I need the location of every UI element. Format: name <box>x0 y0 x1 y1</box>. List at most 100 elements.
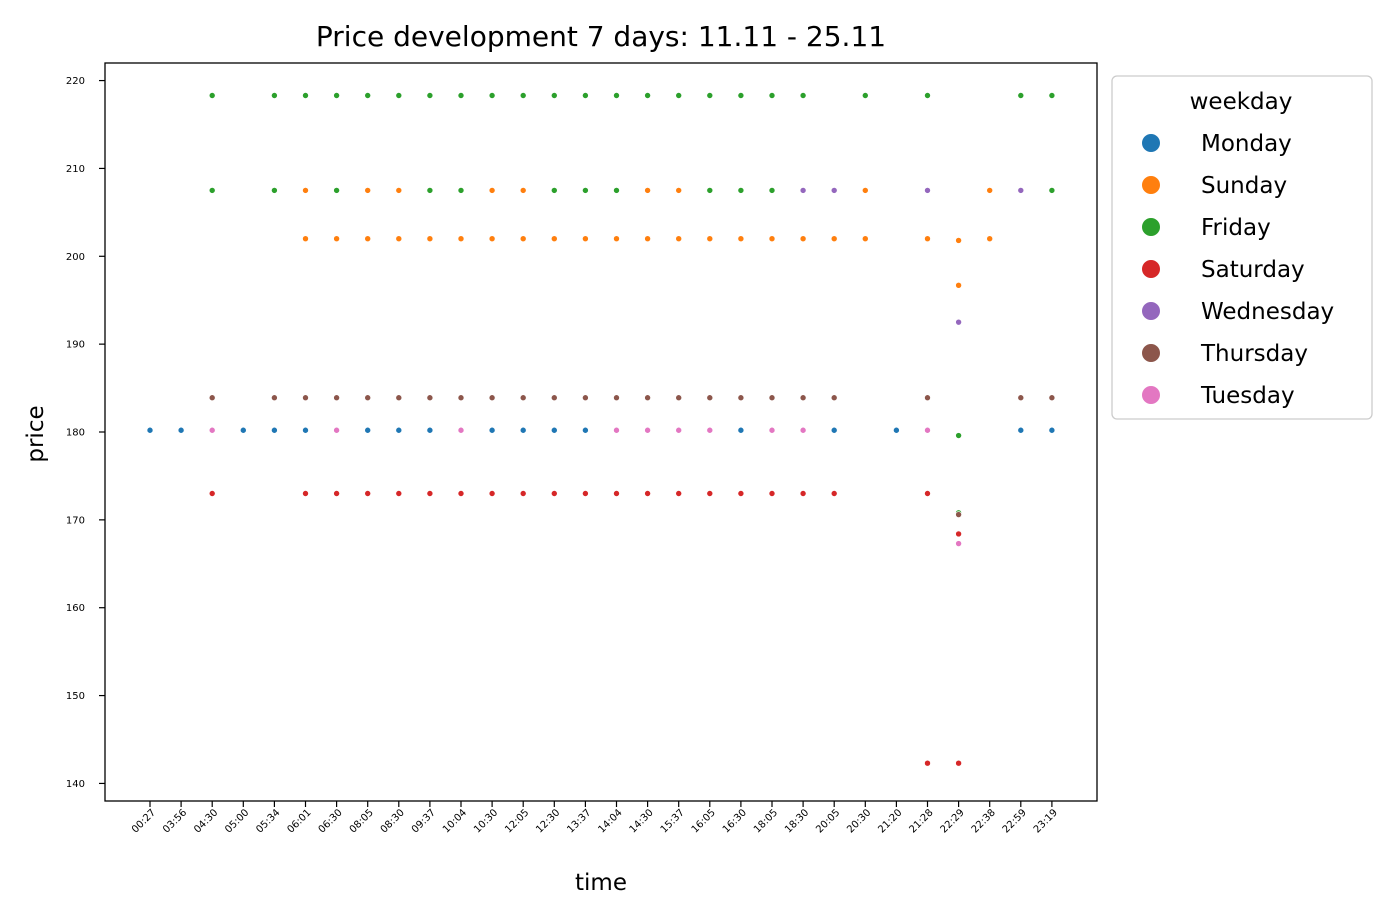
data-point-saturday <box>644 490 651 497</box>
data-point-tuesday <box>706 426 714 434</box>
data-point-friday <box>924 92 931 99</box>
data-point-friday <box>613 187 620 194</box>
y-tick-label: 220 <box>66 76 85 87</box>
data-point-sunday <box>986 187 994 194</box>
data-point-thursday <box>1048 394 1056 402</box>
data-point-sunday <box>457 235 465 243</box>
legend-marker-monday <box>1141 133 1161 153</box>
data-point-friday <box>1048 187 1056 194</box>
data-point-thursday <box>706 394 714 402</box>
data-point-thursday <box>395 394 403 402</box>
data-point-sunday <box>861 187 869 194</box>
legend-label-thursday: Thursday <box>1200 341 1308 367</box>
data-point-friday <box>426 187 434 194</box>
data-point-thursday <box>644 394 651 402</box>
x-axis-title: time <box>575 870 627 896</box>
data-point-monday <box>1048 426 1056 434</box>
data-point-saturday <box>924 490 931 497</box>
y-tick-label: 190 <box>66 340 85 351</box>
y-tick-label: 150 <box>66 691 85 702</box>
data-point-monday <box>1017 426 1025 434</box>
data-point-friday <box>208 92 216 99</box>
data-point-sunday <box>395 235 403 243</box>
data-point-thursday <box>364 394 372 402</box>
data-point-tuesday <box>333 426 340 434</box>
x-tick-label: 00:27 <box>130 807 158 835</box>
x-axis: 00:27 03:56 04:30 05:00 05:34 06:01 06:30 08:05… <box>130 801 1060 836</box>
y-axis-title: price <box>23 405 49 462</box>
data-point-sunday <box>737 235 745 243</box>
data-point-sunday <box>364 187 372 194</box>
data-point-friday <box>737 92 745 99</box>
data-point-saturday <box>488 490 496 497</box>
x-tick-label: 08:30 <box>379 807 407 835</box>
legend-marker-saturday <box>1141 259 1161 279</box>
data-point-sunday <box>582 235 589 243</box>
x-tick-label: 21:28 <box>907 807 935 835</box>
data-point-friday <box>644 92 651 99</box>
chart-title: Price development 7 days: 11.11 - 25.11 <box>316 20 886 53</box>
x-tick-label: 16:30 <box>721 807 749 835</box>
data-point-friday <box>550 92 558 99</box>
data-point-saturday <box>550 490 558 497</box>
data-point-friday <box>395 92 403 99</box>
legend-marker-thursday <box>1141 343 1161 363</box>
y-tick-label: 160 <box>66 603 85 614</box>
data-point-monday <box>737 426 745 434</box>
data-point-monday <box>519 426 527 434</box>
x-tick-label: 06:01 <box>285 807 313 835</box>
y-tick-label: 210 <box>66 164 85 175</box>
data-point-thursday <box>1017 394 1025 402</box>
data-point-sunday <box>768 235 776 243</box>
x-tick-label: 20:05 <box>814 807 842 835</box>
data-point-monday <box>240 426 247 434</box>
data-point-sunday <box>364 235 372 243</box>
x-tick-label: 10:30 <box>472 807 500 835</box>
data-point-thursday <box>488 394 496 402</box>
x-tick-label: 18:30 <box>783 807 811 835</box>
data-point-sunday <box>706 235 714 243</box>
x-tick-label: 12:05 <box>503 807 531 835</box>
x-tick-label: 06:30 <box>317 807 345 835</box>
data-point-monday <box>582 426 589 434</box>
x-tick-label: 12:30 <box>534 807 562 835</box>
data-point-thursday <box>955 511 962 518</box>
legend-label-wednesday: Wednesday <box>1201 299 1334 325</box>
x-tick-label: 22:38 <box>970 807 998 835</box>
x-tick-label: 18:05 <box>752 807 780 835</box>
data-point-monday <box>364 426 372 434</box>
data-point-thursday <box>426 394 434 402</box>
data-point-thursday <box>208 394 216 402</box>
x-tick-label: 21:20 <box>876 807 904 835</box>
data-point-wednesday <box>830 187 838 194</box>
data-point-thursday <box>675 394 683 402</box>
data-point-friday <box>1048 92 1056 99</box>
data-point-thursday <box>457 394 465 402</box>
data-point-sunday <box>519 235 527 243</box>
data-point-saturday <box>924 759 931 767</box>
data-point-monday <box>271 426 278 434</box>
data-point-friday <box>364 92 372 99</box>
data-point-saturday <box>519 490 527 497</box>
data-point-sunday <box>302 187 309 194</box>
data-point-wednesday <box>955 318 962 326</box>
data-point-friday <box>955 432 962 439</box>
data-point-saturday <box>799 490 807 497</box>
data-point-tuesday <box>457 426 465 434</box>
data-point-sunday <box>799 235 807 243</box>
data-point-tuesday <box>613 426 620 434</box>
x-tick-label: 16:05 <box>690 807 718 835</box>
data-point-friday <box>613 92 620 99</box>
x-tick-label: 14:30 <box>628 807 656 835</box>
y-tick-label: 200 <box>66 252 85 263</box>
x-tick-label: 05:00 <box>223 807 251 835</box>
data-point-thursday <box>271 394 278 402</box>
data-point-thursday <box>519 394 527 402</box>
data-point-friday <box>768 187 776 194</box>
data-point-saturday <box>302 490 309 497</box>
data-point-tuesday <box>955 540 962 547</box>
data-point-sunday <box>986 235 994 243</box>
data-point-sunday <box>924 235 931 243</box>
data-point-friday <box>706 92 714 99</box>
data-point-sunday <box>675 235 683 243</box>
